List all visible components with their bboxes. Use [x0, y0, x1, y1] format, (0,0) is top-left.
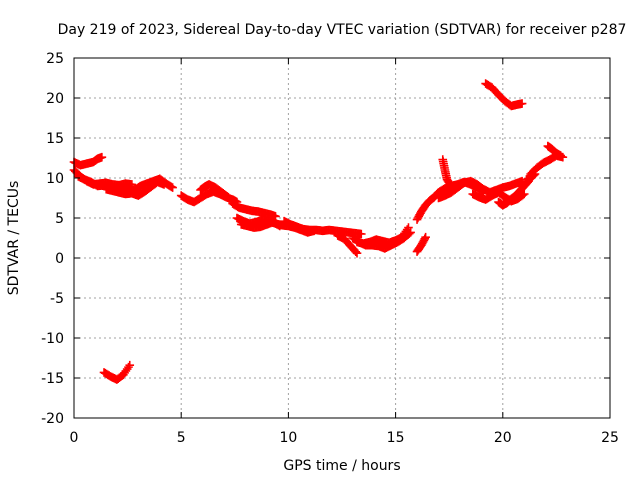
data-point: [421, 232, 430, 242]
chart-title: Day 219 of 2023, Sidereal Day-to-day VTE…: [58, 22, 627, 38]
series-track-24: [522, 169, 540, 184]
data-point: [519, 189, 529, 199]
data-point: [352, 248, 362, 258]
y-tick-label: 15: [46, 131, 64, 147]
series-track-8: [228, 199, 280, 221]
axis-ticks: 0 5 10 15 20 25 -20 -15 -10 -5 0 5 10 15 20 25: [41, 51, 619, 446]
data-marks: [69, 79, 568, 384]
series-track-15: [412, 232, 430, 256]
data-point: [125, 360, 135, 370]
y-tick-label: -5: [50, 291, 64, 307]
data-point: [222, 191, 232, 201]
data-point: [351, 247, 361, 257]
data-point: [97, 152, 107, 162]
y-tick-label: 25: [46, 51, 64, 67]
x-tick-label: 0: [70, 430, 79, 446]
x-tick-label: 10: [279, 430, 297, 446]
data-point: [356, 229, 366, 239]
data-point: [271, 212, 280, 221]
plot-frame: [73, 57, 611, 419]
y-tick-label: 20: [46, 91, 64, 107]
series-track-21: [481, 79, 527, 111]
x-tick-label: 20: [494, 430, 512, 446]
y-tick-label: 10: [46, 171, 64, 187]
series-track-4: [101, 177, 169, 200]
y-tick-label: -10: [41, 331, 64, 347]
data-point: [275, 221, 285, 231]
series-track-12: [333, 231, 362, 258]
y-tick-label: 0: [55, 251, 64, 267]
series-track-14: [352, 223, 413, 248]
data-point: [168, 183, 177, 192]
data-point: [224, 192, 233, 202]
series-track-10: [236, 217, 285, 232]
data-point: [404, 223, 413, 232]
series-track-7: [196, 180, 233, 202]
x-tick-label: 15: [387, 430, 405, 446]
data-point: [159, 180, 169, 189]
x-axis-label: GPS time / hours: [283, 458, 400, 474]
series-track-11: [279, 216, 366, 239]
data-point: [517, 99, 527, 108]
y-tick-label: -20: [41, 411, 64, 427]
data-point: [446, 180, 455, 190]
series-track-5: [99, 360, 135, 384]
series-track-23: [543, 141, 565, 160]
y-tick-label: -15: [41, 371, 64, 387]
x-tick-label: 25: [601, 430, 619, 446]
y-axis-label: SDTVAR / TECUs: [6, 181, 22, 296]
x-tick-label: 5: [177, 430, 186, 446]
series-track-17: [438, 155, 456, 191]
data-point: [556, 151, 565, 160]
data-point: [530, 169, 540, 179]
series-track-1: [69, 152, 107, 170]
y-tick-label: 5: [55, 211, 64, 227]
